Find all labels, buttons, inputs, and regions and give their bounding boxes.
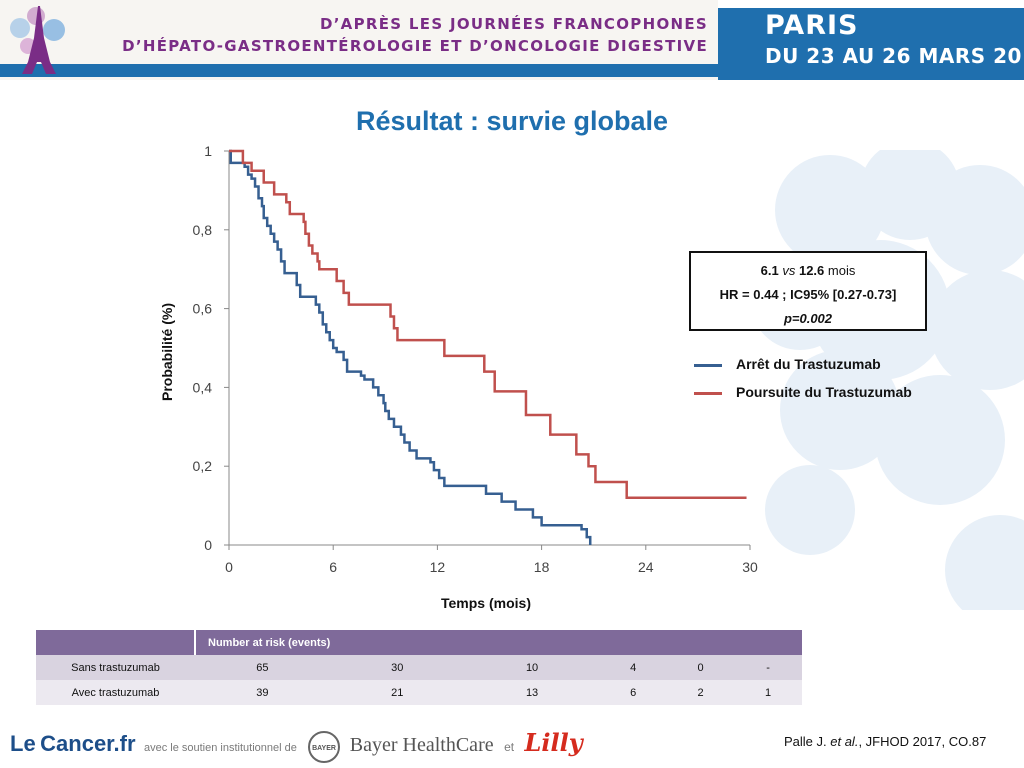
risk-cell: - [734, 655, 802, 680]
series-line-0 [229, 149, 592, 545]
chart-series [229, 149, 747, 545]
median-line: 6.1 vs 12.6 mois [691, 259, 925, 283]
risk-cell: 4 [599, 655, 667, 680]
banner-location-panel [718, 0, 1024, 80]
footer-sponsors: Le Cancer.fr avec le soutien institution… [10, 728, 583, 764]
risk-cell: 30 [329, 655, 465, 680]
hazard-ratio: HR = 0.44 ; IC95% [0.27-0.73] [719, 287, 897, 302]
risk-table-header: Number at risk (events) [36, 630, 802, 655]
vs-label: vs [782, 263, 796, 278]
y-axis-label: Probabilité (%) [159, 303, 175, 401]
lecancer-logo-name: Cancer.fr [40, 731, 136, 756]
y-tick-label: 0 [204, 537, 212, 553]
lilly-logo-text: Lilly [524, 728, 583, 757]
number-at-risk-table: Number at risk (events) Sans trastuzumab… [36, 630, 802, 705]
risk-cell: 65 [195, 655, 330, 680]
risk-table-title: Number at risk (events) [195, 630, 802, 655]
risk-cell: 10 [464, 655, 600, 680]
bayer-healthcare-name: Bayer HealthCare [349, 734, 494, 756]
risk-cell: 39 [195, 680, 330, 705]
slide-title: Résultat : survie globale [355, 106, 669, 136]
banner-title-line2: D’HÉPATO-GASTROENTÉROLOGIE ET D’ONCOLOGI… [122, 37, 708, 55]
statistics-box: 6.1 vs 12.6 mois HR = 0.44 ; IC95% [0.27… [689, 251, 927, 331]
table-row: Avec trastuzumab 39 21 13 6 2 1 [36, 680, 802, 705]
row-label: Sans trastuzumab [36, 655, 195, 680]
legend-swatch-arret [694, 363, 722, 367]
x-tick-label: 6 [329, 559, 337, 575]
chart-axes: 0 0,2 0,4 0,6 0,8 1 0 6 12 18 24 30 [193, 143, 758, 575]
banner-city: PARIS [765, 10, 859, 41]
p-value: p=0.002 [783, 311, 833, 326]
x-tick-label: 30 [742, 559, 758, 575]
et-text: et [504, 740, 515, 754]
bayer-cross-icon: BAYER [308, 730, 341, 763]
risk-cell: 6 [599, 680, 667, 705]
table-row: Sans trastuzumab 65 30 10 4 0 - [36, 655, 802, 680]
legend-label-arret: Arrêt du Trastuzumab [736, 356, 881, 372]
banner-title-line1: D’APRÈS LES JOURNÉES FRANCOPHONES [319, 15, 708, 33]
x-tick-label: 12 [430, 559, 446, 575]
y-tick-label: 0,2 [193, 458, 213, 474]
y-tick-label: 0,4 [193, 379, 213, 395]
x-tick-label: 24 [638, 559, 654, 575]
x-tick-label: 0 [225, 559, 233, 575]
median-stop: 6.1 [760, 263, 779, 278]
y-tick-label: 0,6 [193, 301, 213, 317]
lecancer-logo-le: Le [10, 731, 36, 756]
series-line-1 [229, 149, 747, 499]
citation: Palle J. et al., JFHOD 2017, CO.87 [784, 734, 987, 749]
bayer-badge-text: BAYER [312, 745, 336, 752]
risk-cell: 0 [666, 655, 735, 680]
eiffel-tower-logo [10, 6, 65, 74]
legend-label-poursuite: Poursuite du Trastuzumab [736, 384, 912, 400]
risk-cell: 21 [329, 680, 465, 705]
legend-poursuite: Poursuite du Trastuzumab [694, 384, 912, 400]
header-stripe [0, 64, 718, 77]
risk-cell: 13 [464, 680, 600, 705]
median-continue: 12.6 [798, 263, 825, 278]
banner-dates: DU 23 AU 26 MARS 2017 [765, 44, 1024, 68]
x-axis-label: Temps (mois) [441, 595, 531, 611]
row-label: Avec trastuzumab [36, 680, 195, 705]
x-tick-label: 18 [534, 559, 550, 575]
y-tick-label: 1 [204, 143, 212, 159]
legend-swatch-poursuite [694, 391, 722, 395]
support-text: avec le soutien institutionnel de [143, 742, 297, 754]
legend-arret: Arrêt du Trastuzumab [694, 356, 881, 372]
median-unit: mois [827, 263, 856, 278]
y-tick-label: 0,8 [193, 222, 213, 238]
risk-cell: 1 [734, 680, 802, 705]
risk-cell: 2 [666, 680, 735, 705]
